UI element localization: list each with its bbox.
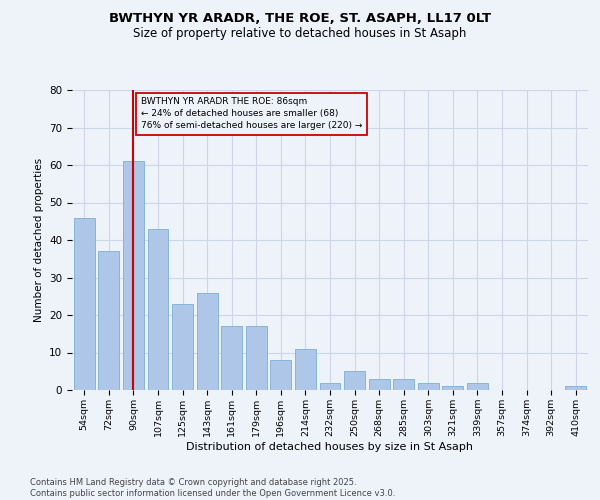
Bar	[442, 386, 463, 390]
Bar	[393, 379, 414, 390]
Bar	[123, 161, 144, 390]
Bar	[565, 386, 586, 390]
Bar	[148, 229, 169, 390]
X-axis label: Distribution of detached houses by size in St Asaph: Distribution of detached houses by size …	[187, 442, 473, 452]
Bar	[197, 292, 218, 390]
Bar	[271, 360, 292, 390]
Text: BWTHYN YR ARADR, THE ROE, ST. ASAPH, LL17 0LT: BWTHYN YR ARADR, THE ROE, ST. ASAPH, LL1…	[109, 12, 491, 26]
Y-axis label: Number of detached properties: Number of detached properties	[34, 158, 44, 322]
Bar	[172, 304, 193, 390]
Bar	[418, 382, 439, 390]
Text: Size of property relative to detached houses in St Asaph: Size of property relative to detached ho…	[133, 28, 467, 40]
Bar	[368, 379, 389, 390]
Bar	[344, 371, 365, 390]
Bar	[98, 251, 119, 390]
Bar	[467, 382, 488, 390]
Bar	[246, 326, 267, 390]
Bar	[221, 326, 242, 390]
Bar	[295, 349, 316, 390]
Bar	[320, 382, 340, 390]
Text: Contains HM Land Registry data © Crown copyright and database right 2025.
Contai: Contains HM Land Registry data © Crown c…	[30, 478, 395, 498]
Text: BWTHYN YR ARADR THE ROE: 86sqm
← 24% of detached houses are smaller (68)
76% of : BWTHYN YR ARADR THE ROE: 86sqm ← 24% of …	[141, 98, 362, 130]
Bar	[74, 218, 95, 390]
